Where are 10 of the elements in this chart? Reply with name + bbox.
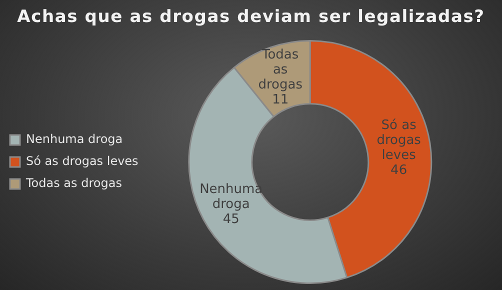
- slice-label: Só as drogas leves: [376, 118, 422, 164]
- data-label: 46: [390, 163, 408, 178]
- legend-label: Todas as drogas: [25, 176, 122, 190]
- chart-title: Achas que as drogas deviam ser legalizadas?: [16, 6, 486, 29]
- data-label: 45: [222, 212, 240, 227]
- legend-label: Só as drogas leves: [26, 154, 138, 168]
- slice-label: Todas as drogas: [258, 47, 303, 92]
- data-label: 11: [272, 92, 289, 108]
- slice-label: Nenhuma droga: [200, 182, 263, 212]
- legend-label: Nenhuma droga: [26, 132, 123, 146]
